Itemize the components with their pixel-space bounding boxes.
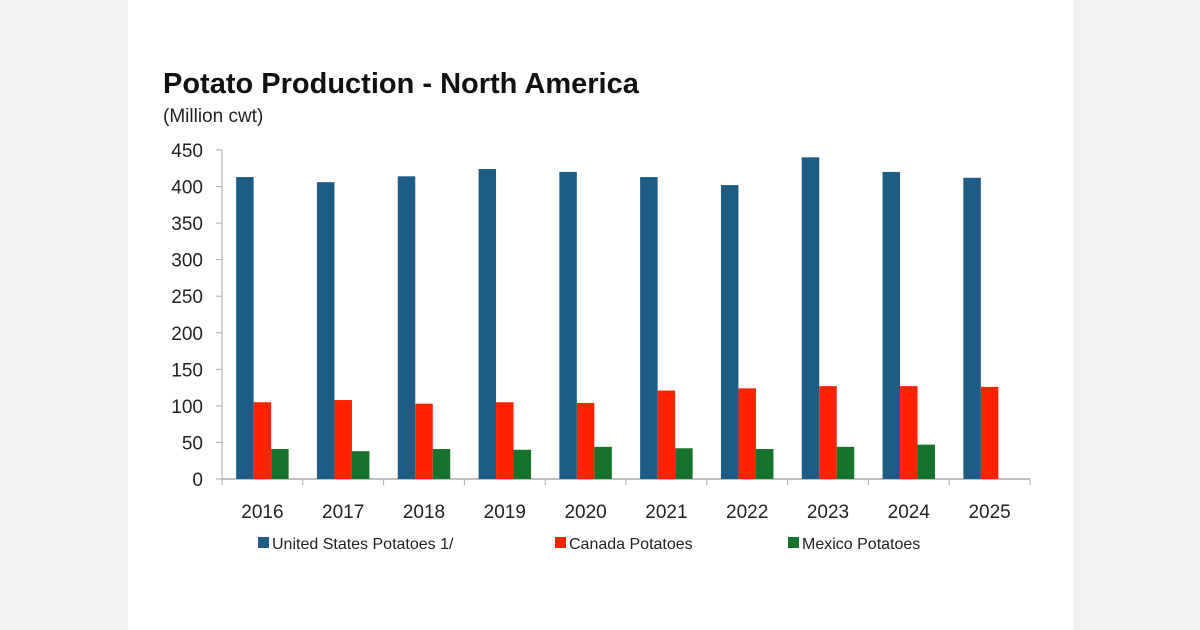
bar-mexico-potatoes-2016 <box>271 449 289 479</box>
bar-canada-potatoes-2016 <box>253 402 272 479</box>
bar-united-states-potatoes-2019 <box>478 169 497 479</box>
y-tick-label: 200 <box>171 324 203 345</box>
bar-mexico-potatoes-2018 <box>432 449 451 479</box>
y-tick-label: 450 <box>171 141 203 162</box>
bar-united-states-potatoes-2023 <box>801 157 820 480</box>
y-tick-label: 400 <box>171 178 203 199</box>
chart-card <box>128 0 1073 630</box>
legend-swatch <box>788 537 799 548</box>
legend-swatch <box>555 537 566 548</box>
y-tick-label: 0 <box>192 470 203 491</box>
bar-canada-potatoes-2017 <box>334 400 352 479</box>
legend-swatch <box>258 537 269 548</box>
bar-mexico-potatoes-2020 <box>594 446 612 479</box>
bar-mexico-potatoes-2019 <box>513 449 532 479</box>
bar-united-states-potatoes-2021 <box>640 177 658 479</box>
y-tick-label: 50 <box>182 433 203 454</box>
bar-united-states-potatoes-2017 <box>316 182 335 479</box>
x-tick-label: 2020 <box>564 502 606 523</box>
bar-united-states-potatoes-2020 <box>559 171 577 479</box>
x-tick-label: 2022 <box>726 502 768 523</box>
bar-canada-potatoes-2019 <box>496 402 514 479</box>
y-tick-label: 300 <box>171 251 203 272</box>
bar-canada-potatoes-2023 <box>819 386 837 479</box>
bar-united-states-potatoes-2016 <box>236 177 254 479</box>
x-tick-label: 2016 <box>241 502 283 523</box>
bar-mexico-potatoes-2022 <box>755 449 774 479</box>
y-tick-label: 350 <box>171 214 203 235</box>
bar-mexico-potatoes-2021 <box>675 448 693 479</box>
bar-mexico-potatoes-2017 <box>351 451 370 479</box>
y-tick-label: 150 <box>171 360 203 381</box>
bar-canada-potatoes-2020 <box>576 402 595 479</box>
x-tick-label: 2023 <box>807 502 849 523</box>
bar-canada-potatoes-2018 <box>415 403 433 479</box>
bar-united-states-potatoes-2024 <box>882 171 901 479</box>
x-tick-label: 2017 <box>322 502 364 523</box>
bar-united-states-potatoes-2018 <box>397 176 416 479</box>
chart-title: Potato Production - North America <box>163 68 639 100</box>
bar-canada-potatoes-2024 <box>900 386 918 479</box>
x-tick-label: 2021 <box>645 502 687 523</box>
bar-canada-potatoes-2022 <box>738 388 756 479</box>
x-tick-label: 2018 <box>403 502 445 523</box>
bar-mexico-potatoes-2023 <box>836 446 855 479</box>
y-tick-label: 250 <box>171 287 203 308</box>
y-tick-label: 100 <box>171 397 203 418</box>
bar-mexico-potatoes-2024 <box>917 444 936 479</box>
x-tick-label: 2024 <box>888 502 931 523</box>
bar-united-states-potatoes-2025 <box>963 177 981 479</box>
chart-subtitle: (Million cwt) <box>163 106 264 127</box>
x-tick-label: 2019 <box>484 502 526 523</box>
legend-label: United States Potatoes 1/ <box>272 536 454 553</box>
x-tick-label: 2025 <box>968 502 1010 523</box>
bar-canada-potatoes-2025 <box>980 386 999 479</box>
bar-canada-potatoes-2021 <box>657 390 676 479</box>
legend-label: Canada Potatoes <box>569 536 693 553</box>
bar-united-states-potatoes-2022 <box>720 185 739 480</box>
legend-label: Mexico Potatoes <box>802 536 920 553</box>
